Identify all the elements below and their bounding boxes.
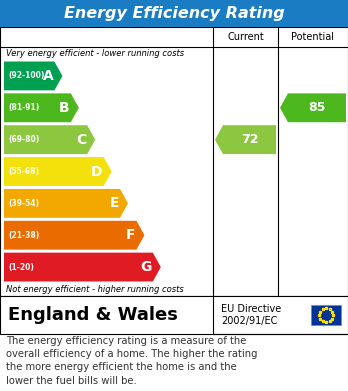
Text: (1-20): (1-20) [8, 263, 34, 272]
Text: Not energy efficient - higher running costs: Not energy efficient - higher running co… [6, 285, 184, 294]
Text: England & Wales: England & Wales [8, 306, 178, 324]
Bar [0, 0, 348, 27]
Text: F: F [126, 228, 135, 242]
Text: C: C [76, 133, 86, 147]
Polygon shape [4, 253, 161, 282]
Text: (92-100): (92-100) [8, 72, 45, 81]
Bar [311, 305, 341, 325]
Text: G: G [141, 260, 152, 274]
Text: Potential: Potential [292, 32, 334, 42]
Bar [0, 296, 348, 334]
Text: (69-80): (69-80) [8, 135, 39, 144]
Polygon shape [4, 125, 95, 154]
Text: 85: 85 [308, 101, 326, 114]
Text: EU Directive
2002/91/EC: EU Directive 2002/91/EC [221, 304, 281, 326]
Text: (55-68): (55-68) [8, 167, 39, 176]
Text: (39-54): (39-54) [8, 199, 39, 208]
Text: (21-38): (21-38) [8, 231, 39, 240]
Text: Current: Current [227, 32, 264, 42]
Text: Very energy efficient - lower running costs: Very energy efficient - lower running co… [6, 49, 184, 58]
Text: B: B [59, 101, 70, 115]
Polygon shape [215, 125, 276, 154]
Polygon shape [4, 189, 128, 218]
Text: A: A [43, 69, 54, 83]
Polygon shape [4, 61, 62, 90]
Polygon shape [4, 157, 112, 186]
Text: Energy Efficiency Rating: Energy Efficiency Rating [64, 6, 284, 21]
Bar [0, 27, 348, 296]
Polygon shape [4, 221, 144, 249]
Text: 72: 72 [241, 133, 258, 146]
Text: (81-91): (81-91) [8, 103, 39, 112]
Polygon shape [4, 93, 79, 122]
Text: D: D [91, 165, 103, 179]
Text: The energy efficiency rating is a measure of the
overall efficiency of a home. T: The energy efficiency rating is a measur… [6, 336, 258, 386]
Text: E: E [110, 196, 119, 210]
Polygon shape [280, 93, 346, 122]
